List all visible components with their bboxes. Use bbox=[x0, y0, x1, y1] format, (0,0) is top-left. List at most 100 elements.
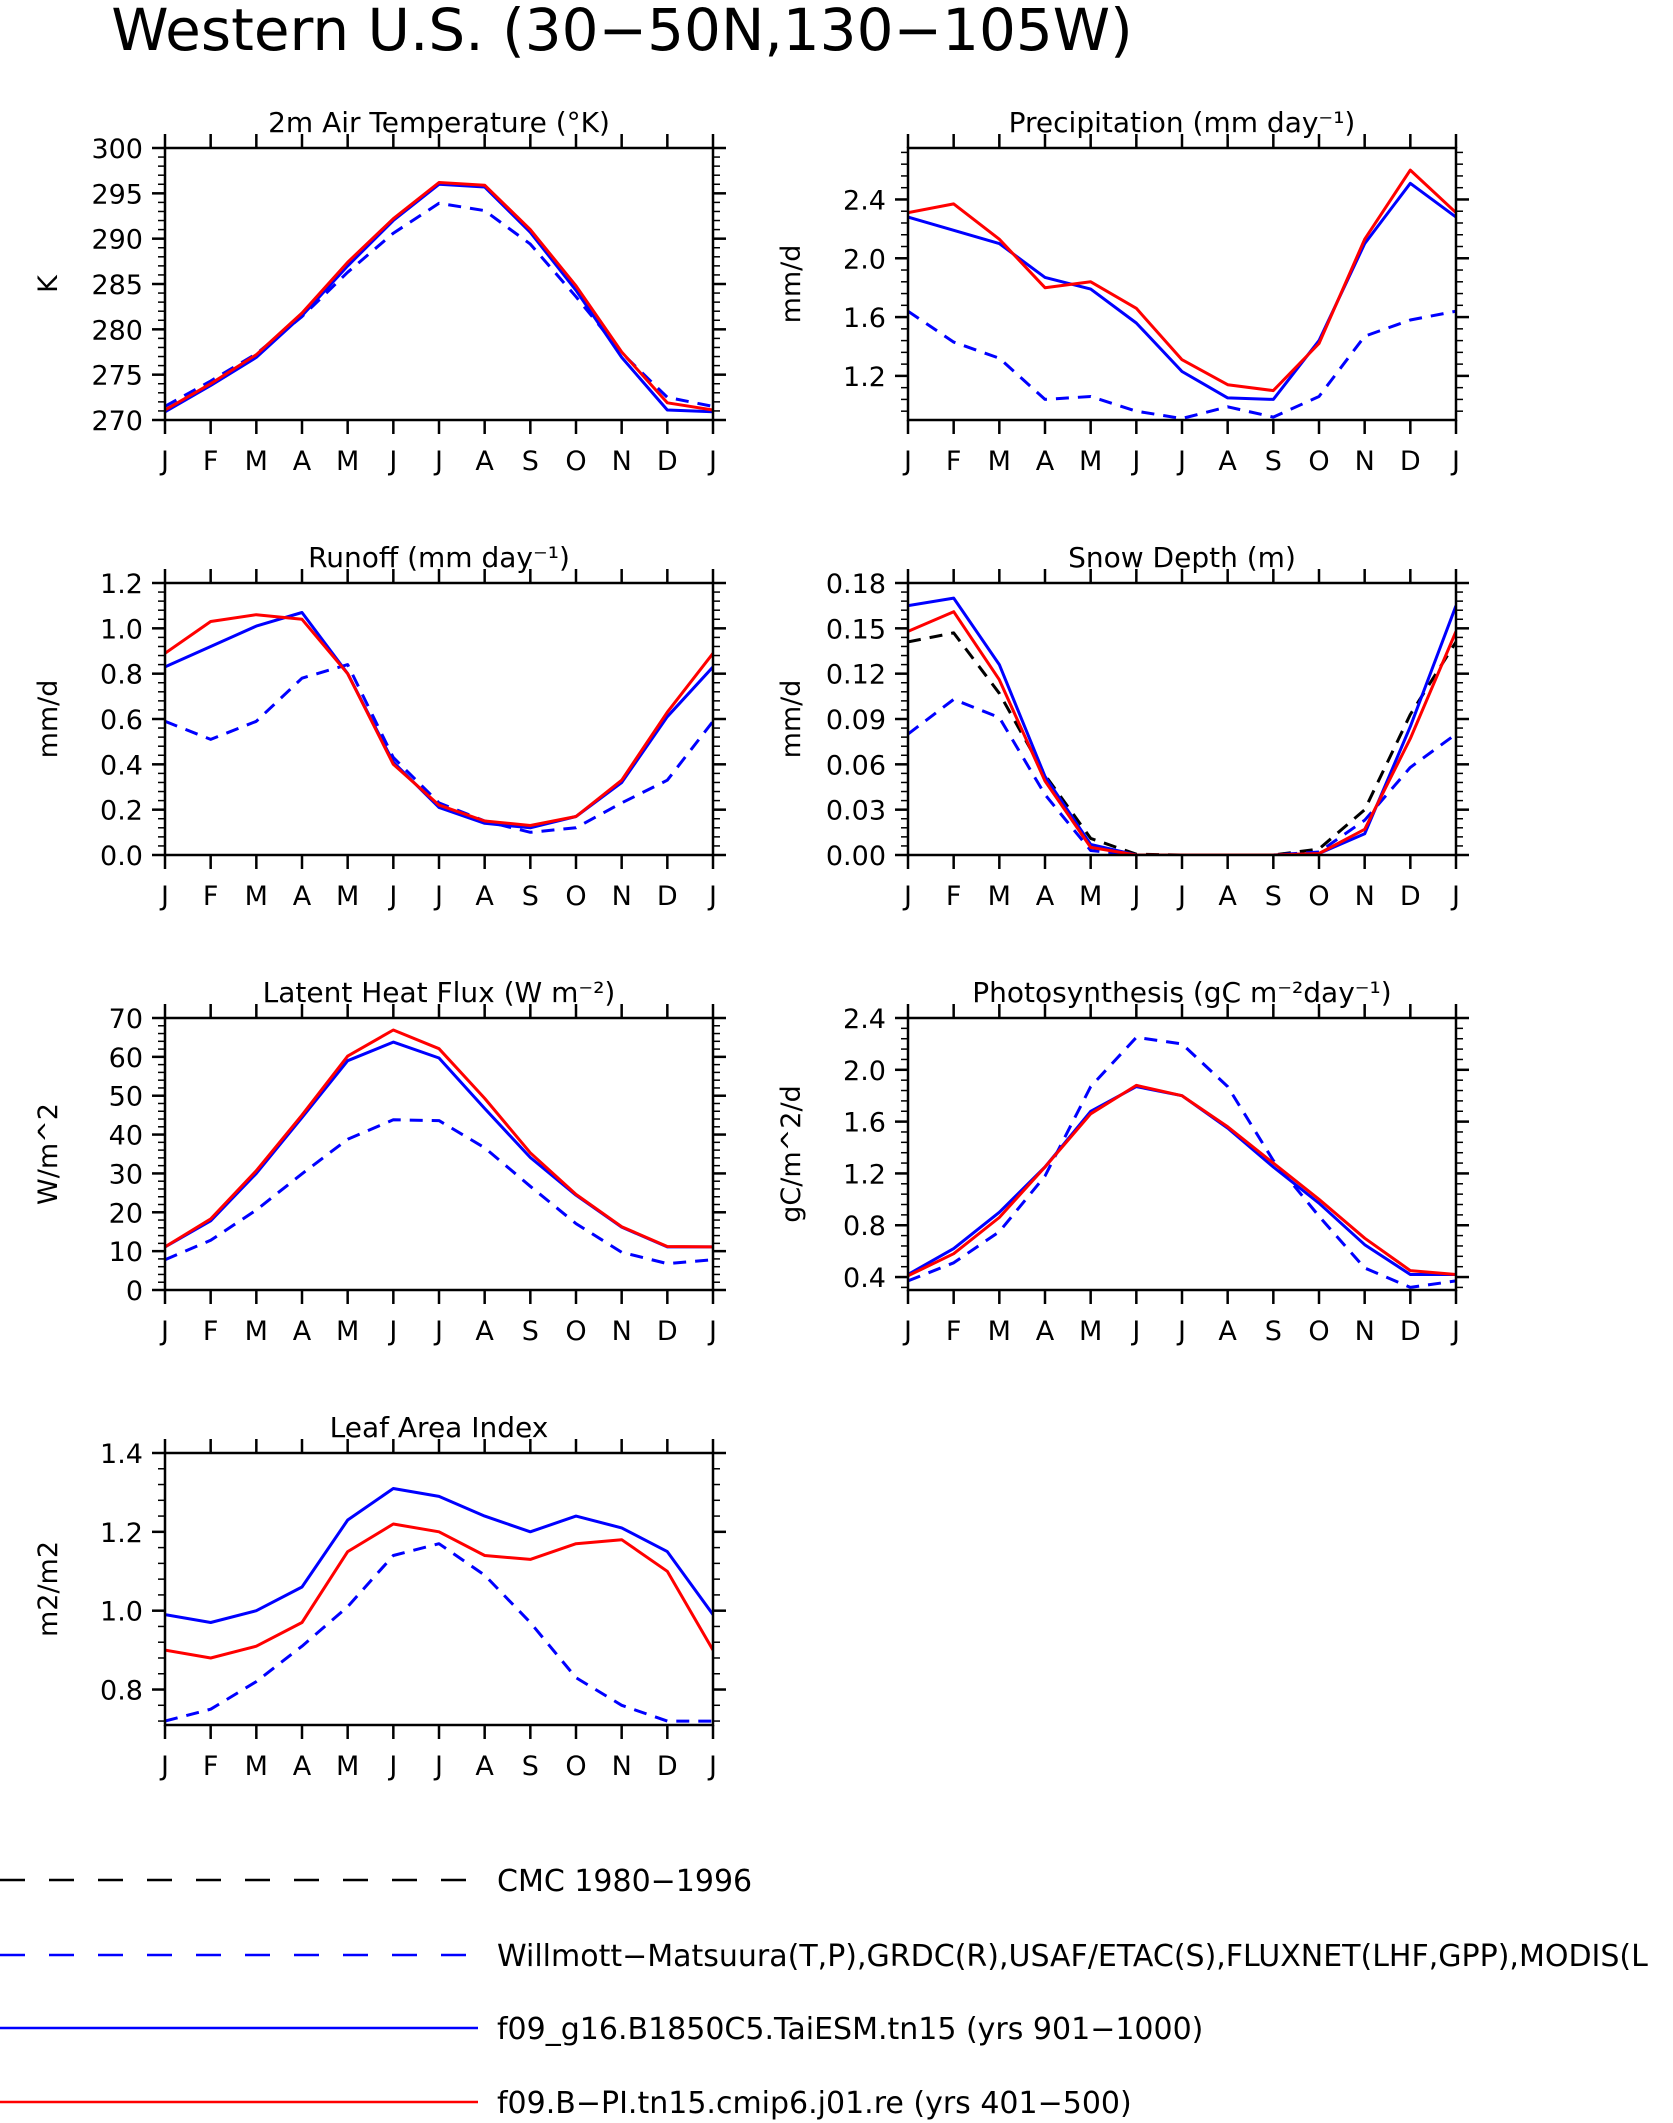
y-tick-label: 0.15 bbox=[826, 614, 886, 645]
y-tick-label: 1.0 bbox=[100, 614, 143, 645]
y-tick-label: 0.03 bbox=[826, 796, 886, 827]
panel-title: 2m Air Temperature (°K) bbox=[268, 106, 610, 139]
x-tick-label: J bbox=[387, 446, 397, 477]
series-group bbox=[908, 596, 1456, 855]
series-line-obs bbox=[908, 697, 1456, 855]
legend: CMC 1980−1996 Willmott−Matsuura(T,P),GRDC… bbox=[0, 1864, 1648, 2121]
series-line-cmip6 bbox=[908, 168, 1456, 393]
x-tick-label: J bbox=[1130, 1316, 1140, 1347]
panel-title: Precipitation (mm day⁻¹) bbox=[1009, 106, 1356, 139]
x-tick-label: N bbox=[612, 446, 632, 477]
series-group bbox=[908, 168, 1456, 420]
y-tick-label: 2.0 bbox=[843, 1056, 886, 1087]
x-tick-label: A bbox=[293, 881, 312, 912]
x-tick-label: J bbox=[1176, 1316, 1186, 1347]
x-tick-label: O bbox=[565, 1751, 586, 1782]
y-tick-label: 20 bbox=[109, 1198, 143, 1229]
chart-panel: Snow Depth (m)mm/dJ F M A M J J A S O N D J0.000.030… bbox=[776, 541, 1469, 912]
y-tick-label: 1.0 bbox=[100, 1597, 143, 1628]
chart-panel: 2m Air Temperature (°K)KJ F M A M J J A S O N D J270… bbox=[33, 106, 726, 477]
x-tick-label: J bbox=[433, 881, 443, 912]
x-tick-label: M bbox=[1079, 881, 1102, 912]
x-tick-label: M bbox=[1079, 446, 1102, 477]
x-tick-label: A bbox=[1036, 1316, 1055, 1347]
series-line-taiesm bbox=[908, 181, 1456, 401]
x-tick-label: S bbox=[1265, 1316, 1282, 1347]
x-tick-label: J bbox=[387, 1316, 397, 1347]
chart-panels: 2m Air Temperature (°K)KJ F M A M J J A S O N D J270… bbox=[33, 106, 1469, 1782]
y-tick-label: 30 bbox=[109, 1159, 143, 1190]
y-tick-label: 1.2 bbox=[100, 1518, 143, 1549]
y-tick-label: 0.4 bbox=[100, 750, 143, 781]
legend-item-taiesm: f09_g16.B1850C5.TaiESM.tn15 (yrs 901−100… bbox=[0, 2012, 1203, 2047]
x-tick-label: J bbox=[902, 1316, 912, 1347]
x-tick-label: A bbox=[1218, 1316, 1237, 1347]
y-tick-label: 60 bbox=[109, 1043, 143, 1074]
series-line-obs bbox=[165, 1118, 713, 1266]
legend-item-cmc: CMC 1980−1996 bbox=[0, 1864, 752, 1899]
x-tick-label: D bbox=[1400, 881, 1421, 912]
panel-title: Snow Depth (m) bbox=[1068, 541, 1296, 574]
x-tick-label: M bbox=[336, 1316, 359, 1347]
y-tick-label: 0.2 bbox=[100, 796, 143, 827]
x-tick-label: M bbox=[336, 446, 359, 477]
x-tick-label: O bbox=[1308, 1316, 1329, 1347]
y-axis-label: W/m^2 bbox=[33, 1103, 64, 1205]
y-tick-label: 295 bbox=[91, 179, 143, 210]
x-tick-label: J bbox=[1450, 1316, 1460, 1347]
series-line-cmip6 bbox=[165, 1522, 713, 1660]
series-group bbox=[165, 181, 713, 414]
series-line-obs bbox=[165, 663, 713, 834]
y-axis-label: mm/d bbox=[776, 245, 807, 324]
panel-title: Latent Heat Flux (W m⁻²) bbox=[263, 976, 616, 1009]
series-line-cmip6 bbox=[165, 1028, 713, 1249]
chart-panel: Photosynthesis (gC m⁻²day⁻¹)gC/m^2/dJ F M A… bbox=[776, 976, 1469, 1347]
x-tick-label: J bbox=[433, 446, 443, 477]
x-tick-label: A bbox=[293, 1316, 312, 1347]
x-tick-label: N bbox=[1355, 881, 1375, 912]
y-tick-label: 0.8 bbox=[100, 1676, 143, 1707]
x-tick-label: M bbox=[988, 881, 1011, 912]
y-tick-label: 0.12 bbox=[826, 660, 886, 691]
y-axis-label: mm/d bbox=[776, 680, 807, 759]
legend-label: CMC 1980−1996 bbox=[497, 1864, 752, 1899]
plot-frame bbox=[163, 146, 715, 422]
y-tick-label: 0.8 bbox=[843, 1211, 886, 1242]
x-tick-label: J bbox=[387, 881, 397, 912]
series-group bbox=[165, 1487, 713, 1723]
x-tick-label: O bbox=[1308, 446, 1329, 477]
x-tick-label: J bbox=[433, 1316, 443, 1347]
x-tick-label: M bbox=[245, 446, 268, 477]
y-tick-label: 280 bbox=[91, 315, 143, 346]
y-tick-label: 275 bbox=[91, 361, 143, 392]
series-line-cmip6 bbox=[908, 1083, 1456, 1278]
series-line-obs bbox=[165, 201, 713, 408]
series-line-cmip6 bbox=[908, 610, 1456, 855]
x-tick-label: J bbox=[159, 1316, 169, 1347]
y-tick-label: 0.4 bbox=[843, 1263, 886, 1294]
x-tick-label: F bbox=[946, 1316, 962, 1347]
y-tick-label: 0 bbox=[126, 1276, 143, 1307]
y-tick-label: 1.6 bbox=[843, 1108, 886, 1139]
x-tick-label: M bbox=[336, 1751, 359, 1782]
x-tick-label: J bbox=[902, 446, 912, 477]
x-tick-label: S bbox=[522, 446, 539, 477]
legend-label: f09.B−PI.tn15.cmip6.j01.re (yrs 401−500) bbox=[497, 2086, 1132, 2121]
y-axis-label: m2/m2 bbox=[33, 1541, 64, 1637]
x-tick-label: F bbox=[946, 881, 962, 912]
chart-panel: Latent Heat Flux (W m⁻²)W/m^2J F M A M J J A S O N… bbox=[33, 976, 726, 1347]
x-tick-label: S bbox=[522, 1751, 539, 1782]
x-tick-label: J bbox=[707, 881, 717, 912]
x-tick-label: F bbox=[203, 1316, 219, 1347]
panel-title: Leaf Area Index bbox=[330, 1411, 549, 1444]
x-tick-label: A bbox=[475, 1751, 494, 1782]
y-tick-label: 290 bbox=[91, 225, 143, 256]
x-tick-label: S bbox=[522, 1316, 539, 1347]
x-tick-label: S bbox=[1265, 446, 1282, 477]
y-tick-label: 2.4 bbox=[843, 1004, 886, 1035]
x-tick-label: F bbox=[203, 881, 219, 912]
legend-item-obs: Willmott−Matsuura(T,P),GRDC(R),USAF/ETAC… bbox=[0, 1939, 1648, 1974]
legend-label: f09_g16.B1850C5.TaiESM.tn15 (yrs 901−100… bbox=[497, 2012, 1203, 2047]
x-tick-label: N bbox=[612, 1316, 632, 1347]
